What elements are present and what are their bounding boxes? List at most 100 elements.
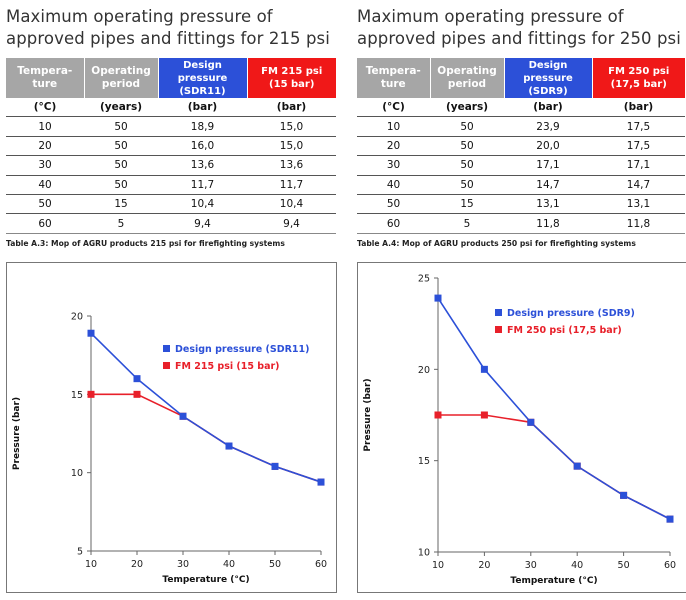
header-temperature: Tempera-ture [6, 58, 85, 98]
header-fm-pressure: FM 250 psi (17,5 bar) [592, 58, 685, 98]
table-cell: 10 [6, 116, 84, 137]
unit-cell: (°C) [357, 98, 430, 118]
unit-cell: (bar) [504, 98, 592, 118]
table-cell: 15,0 [247, 136, 336, 157]
table-cell: 16,0 [158, 136, 247, 157]
table-cell: 11,8 [504, 213, 592, 234]
header-operating-period: Operating period [84, 58, 159, 98]
x-tick-label: 20 [478, 560, 490, 571]
y-axis-title: Pressure (bar) [363, 378, 373, 451]
table-cell: 15 [430, 194, 504, 215]
table-cell: 20,0 [504, 136, 592, 157]
table-cell: 20 [6, 136, 84, 157]
table-cell: 5 [84, 213, 158, 234]
data-point [179, 412, 187, 420]
table-row: 50 15 13,1 13,1 [357, 194, 685, 215]
pressure-table-250psi: Tempera-ture Operating period Design pres… [357, 58, 685, 234]
header-temperature: Tempera-ture [357, 58, 431, 98]
table-cell: 13,1 [592, 194, 685, 215]
y-tick-label: 15 [71, 390, 83, 401]
table-row: 20 50 20,0 17,5 [357, 136, 685, 157]
x-tick-label: 60 [315, 559, 327, 570]
table-cell: 10 [357, 116, 430, 137]
x-axis-title: Temperature (°C) [510, 576, 597, 586]
legend-label: Design pressure (SDR9) [507, 308, 635, 319]
data-point [434, 411, 442, 419]
table-cell: 50 [357, 194, 430, 215]
chart-box-215psi: 5 10 15 20 10 20 30 40 50 60 Temperature (°C) Press… [6, 262, 337, 593]
unit-cell: (°C) [6, 98, 84, 118]
title-line-1: Maximum operating pressure of [6, 7, 273, 26]
table-cell: 40 [357, 175, 430, 195]
header-design-pressure: Design pressure (SDR9) [504, 58, 593, 98]
legend-label: Design pressure (SDR11) [175, 344, 310, 355]
table-cell: 13,6 [247, 155, 336, 176]
table-row: 30 50 13,6 13,6 [6, 155, 336, 176]
table-row: 60 5 9,4 9,4 [6, 213, 336, 234]
x-tick-label: 30 [525, 560, 537, 571]
table-cell: 15 [84, 194, 158, 215]
data-point [666, 515, 674, 523]
table-cell: 13,6 [158, 155, 247, 176]
title-line-1: Maximum operating pressure of [357, 7, 624, 26]
table-cell: 50 [430, 136, 504, 157]
table-cell: 15,0 [247, 116, 336, 137]
table-cell: 50 [430, 155, 504, 176]
table-cell: 11,8 [592, 213, 685, 234]
x-tick-label: 50 [618, 560, 630, 571]
data-point [573, 462, 581, 470]
table-cell: 17,1 [504, 155, 592, 176]
x-tick-label: 10 [432, 560, 444, 571]
x-axis-title: Temperature (°C) [162, 575, 249, 585]
title-line-2: approved pipes and fittings for 215 psi [6, 29, 330, 48]
chart-box-250psi: 10 15 20 25 10 20 30 40 50 60 Temperature (°C) Pres… [357, 262, 686, 593]
data-point [87, 390, 95, 398]
y-tick-label: 20 [418, 365, 430, 376]
table-cell: 10,4 [158, 194, 247, 215]
x-tick-label: 60 [664, 560, 676, 571]
y-tick-label: 5 [77, 547, 83, 558]
table-row: 30 50 17,1 17,1 [357, 155, 685, 176]
table-caption-a3: Table A.3: Mop of AGRU products 215 psi … [6, 239, 285, 248]
unit-cell: (years) [84, 98, 158, 118]
data-point [527, 418, 535, 426]
table-cell: 30 [357, 155, 430, 176]
table-header-row: Tempera-ture Operating period Design pres… [357, 58, 685, 98]
unit-cell: (years) [430, 98, 504, 118]
units-row: (°C) (years) (bar) (bar) [6, 98, 336, 118]
y-tick-label: 20 [71, 312, 83, 323]
data-point [480, 411, 488, 419]
table-cell: 50 [84, 116, 158, 137]
table-row: 40 50 14,7 14,7 [357, 175, 685, 195]
data-point [133, 375, 141, 383]
table-cell: 14,7 [592, 175, 685, 195]
table-cell: 5 [430, 213, 504, 234]
data-point [225, 442, 233, 450]
table-cell: 50 [84, 155, 158, 176]
series-line [437, 297, 671, 520]
pressure-chart-250psi: 10 15 20 25 10 20 30 40 50 60 Temperature (°C) Pres… [363, 274, 676, 587]
table-cell: 11,7 [247, 175, 336, 195]
y-tick-label: 10 [418, 548, 430, 559]
table-cell: 17,5 [592, 136, 685, 157]
header-fm-pressure: FM 215 psi (15 bar) [247, 58, 336, 98]
y-tick-label: 10 [71, 468, 83, 479]
table-cell: 60 [6, 213, 84, 234]
table-cell: 18,9 [158, 116, 247, 137]
table-row: 10 50 23,9 17,5 [357, 116, 685, 137]
table-cell: 14,7 [504, 175, 592, 195]
table-row: 40 50 11,7 11,7 [6, 175, 336, 195]
table-cell: 17,1 [592, 155, 685, 176]
table-cell: 23,9 [504, 116, 592, 137]
x-tick-label: 10 [85, 559, 97, 570]
units-row: (°C) (years) (bar) (bar) [357, 98, 685, 118]
table-cell: 40 [6, 175, 84, 195]
header-operating-period: Operating period [430, 58, 505, 98]
header-design-pressure: Design pressure (SDR11) [158, 58, 248, 98]
data-point [434, 294, 442, 302]
table-row: 10 50 18,9 15,0 [6, 116, 336, 137]
table-cell: 30 [6, 155, 84, 176]
data-point [133, 390, 141, 398]
legend-swatch [163, 362, 170, 369]
